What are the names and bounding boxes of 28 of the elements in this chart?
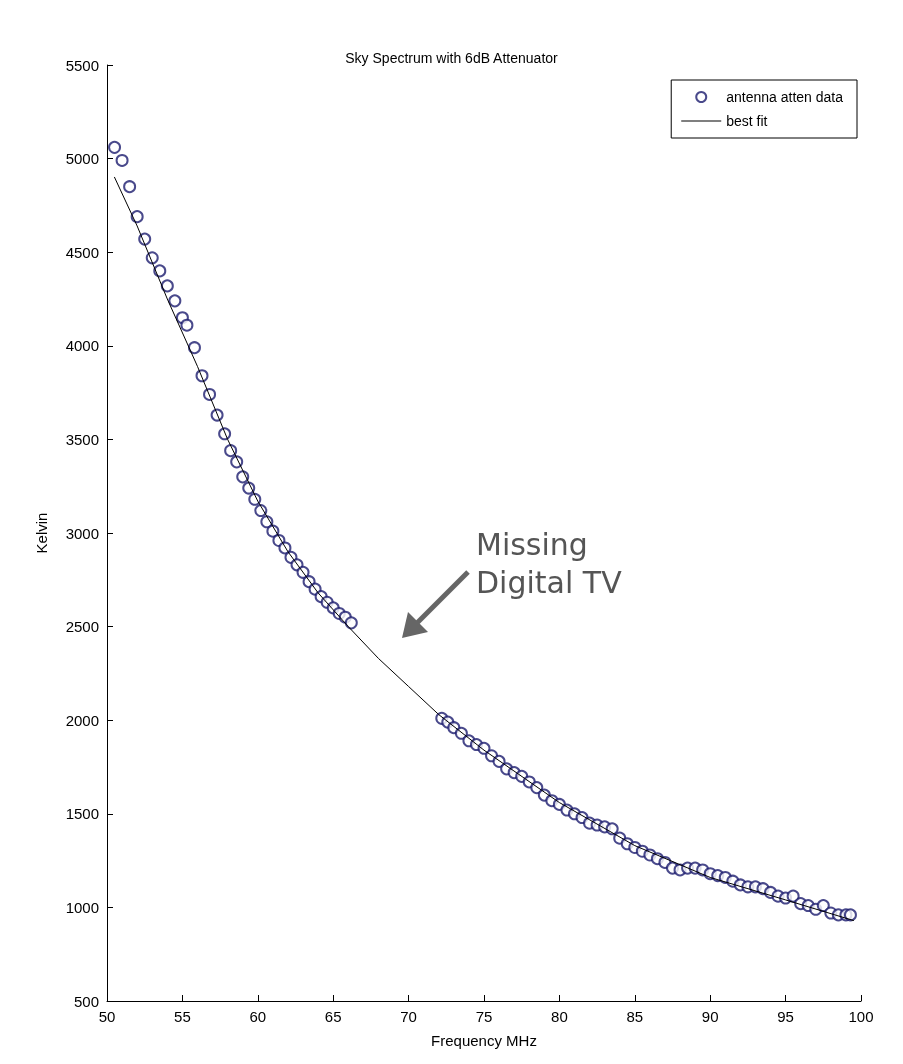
x-tick-label: 85: [626, 1008, 644, 1025]
x-tick-label: 55: [174, 1008, 191, 1025]
x-tick-label: 65: [324, 1008, 342, 1025]
y-tick-label: 4000: [65, 337, 99, 355]
y-tick-label: 2500: [65, 618, 99, 636]
y-tick-label: 2000: [65, 711, 99, 729]
x-tick-label: 95: [777, 1008, 794, 1025]
x-tick-label: 80: [551, 1008, 568, 1025]
y-tick-label: 5000: [65, 150, 99, 168]
x-tick-label: 60: [249, 1008, 267, 1025]
x-tick-label: 90: [701, 1008, 719, 1025]
y-tick-label: 1500: [65, 805, 99, 823]
y-tick-label: 5500: [65, 56, 99, 74]
y-tick-label: 500: [73, 992, 99, 1010]
legend-label: best fit: [726, 113, 768, 129]
x-axis-title: Frequency MHz: [431, 1032, 537, 1049]
x-tick-label: 75: [475, 1008, 493, 1025]
y-tick-label: 4500: [65, 243, 99, 261]
chart-title: Sky Spectrum with 6dB Attenuator: [345, 50, 559, 66]
annotation: Missing Digital TV: [476, 526, 622, 602]
y-tick-label: 3000: [65, 524, 99, 542]
y-tick-label: 3500: [65, 430, 99, 448]
x-tick-label: 100: [848, 1008, 874, 1025]
y-axis-title: Kelvin: [33, 512, 50, 554]
y-tick-label: 1000: [65, 898, 99, 916]
legend-label: antenna atten data: [726, 89, 844, 105]
x-tick-label: 50: [98, 1008, 116, 1025]
x-tick-label: 70: [400, 1008, 417, 1025]
